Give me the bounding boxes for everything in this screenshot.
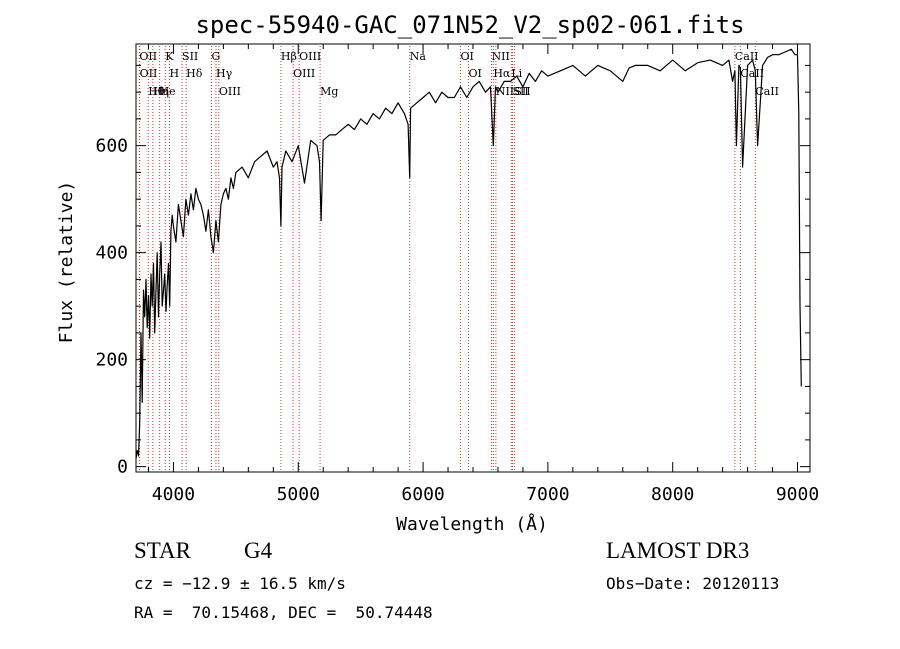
emission-line-label: H — [169, 67, 179, 80]
x-tick-label: 4000 — [152, 484, 195, 505]
emission-line-label: Na — [410, 50, 427, 63]
emission-line-label: OI — [469, 67, 482, 80]
emission-line-label: CaII — [735, 50, 759, 63]
y-tick-label: 200 — [95, 350, 128, 371]
y-tick-label: 400 — [95, 243, 128, 264]
spectrum-series — [135, 48, 802, 459]
emission-line-label: SII — [182, 50, 198, 63]
x-tick-label: 5000 — [277, 484, 320, 505]
emission-line-label: OII — [140, 67, 158, 80]
emission-line-label: Mg — [320, 85, 338, 98]
emission-line-label: Hθ — [148, 85, 165, 98]
emission-line-label: SII — [512, 85, 528, 98]
y-tick-label: 600 — [95, 136, 128, 157]
x-tick-label: 6000 — [401, 484, 444, 505]
emission-line-label: Hγ — [216, 67, 233, 80]
object-class: STAR — [134, 538, 191, 563]
x-tick-label: 8000 — [651, 484, 694, 505]
object-subclass: G4 — [244, 538, 273, 563]
chart-title: spec-55940-GAC_071N52_V2_sp02-061.fits — [195, 11, 744, 39]
emission-line-label: OII — [139, 50, 157, 63]
emission-line-label: SII — [514, 85, 530, 98]
emission-line-label: He — [160, 85, 176, 98]
emission-line-label: Hα — [493, 67, 511, 80]
x-tick-label: 7000 — [526, 484, 569, 505]
emission-line-labels: OIIOIIHθHηHeKHSIIHδGHγOIIIHβOIIIOIIIMgNa… — [139, 50, 779, 98]
emission-line-markers — [138, 46, 756, 472]
emission-line-label: K — [165, 50, 174, 63]
emission-line-label: Hη — [153, 85, 169, 98]
x-axis-label: Wavelength (Å) — [396, 513, 548, 535]
emission-line-label: Hβ — [281, 50, 297, 63]
observation-date: Obs−Date: 20120113 — [606, 574, 780, 593]
emission-line-label: OIII — [293, 67, 315, 80]
plot-frame — [135, 43, 811, 473]
y-tick-label: 0 — [117, 457, 128, 478]
emission-line-label: G — [212, 50, 221, 63]
emission-line-label: OI — [461, 50, 474, 63]
emission-line-label: CaII — [740, 67, 764, 80]
emission-line-label: CaII — [755, 85, 779, 98]
y-axis-label: Flux (relative) — [56, 181, 77, 344]
emission-line-label: Hδ — [186, 67, 203, 80]
survey-name: LAMOST DR3 — [606, 538, 750, 563]
emission-line-label: Li — [511, 67, 522, 80]
emission-line-label: NII — [491, 50, 509, 63]
sky-coordinates: RA = 70.15468, DEC = 50.74448 — [134, 603, 433, 622]
spectrum-line — [135, 48, 802, 459]
emission-line-label: OIII — [299, 50, 321, 63]
redshift-readout: cz = −12.9 ± 16.5 km/s — [134, 574, 346, 593]
axis-ticks: 4000 5000 6000 7000 8000 9000 0 200 400 600 — [95, 44, 819, 505]
x-tick-label: 9000 — [776, 484, 819, 505]
emission-line-label: OIII — [219, 85, 241, 98]
